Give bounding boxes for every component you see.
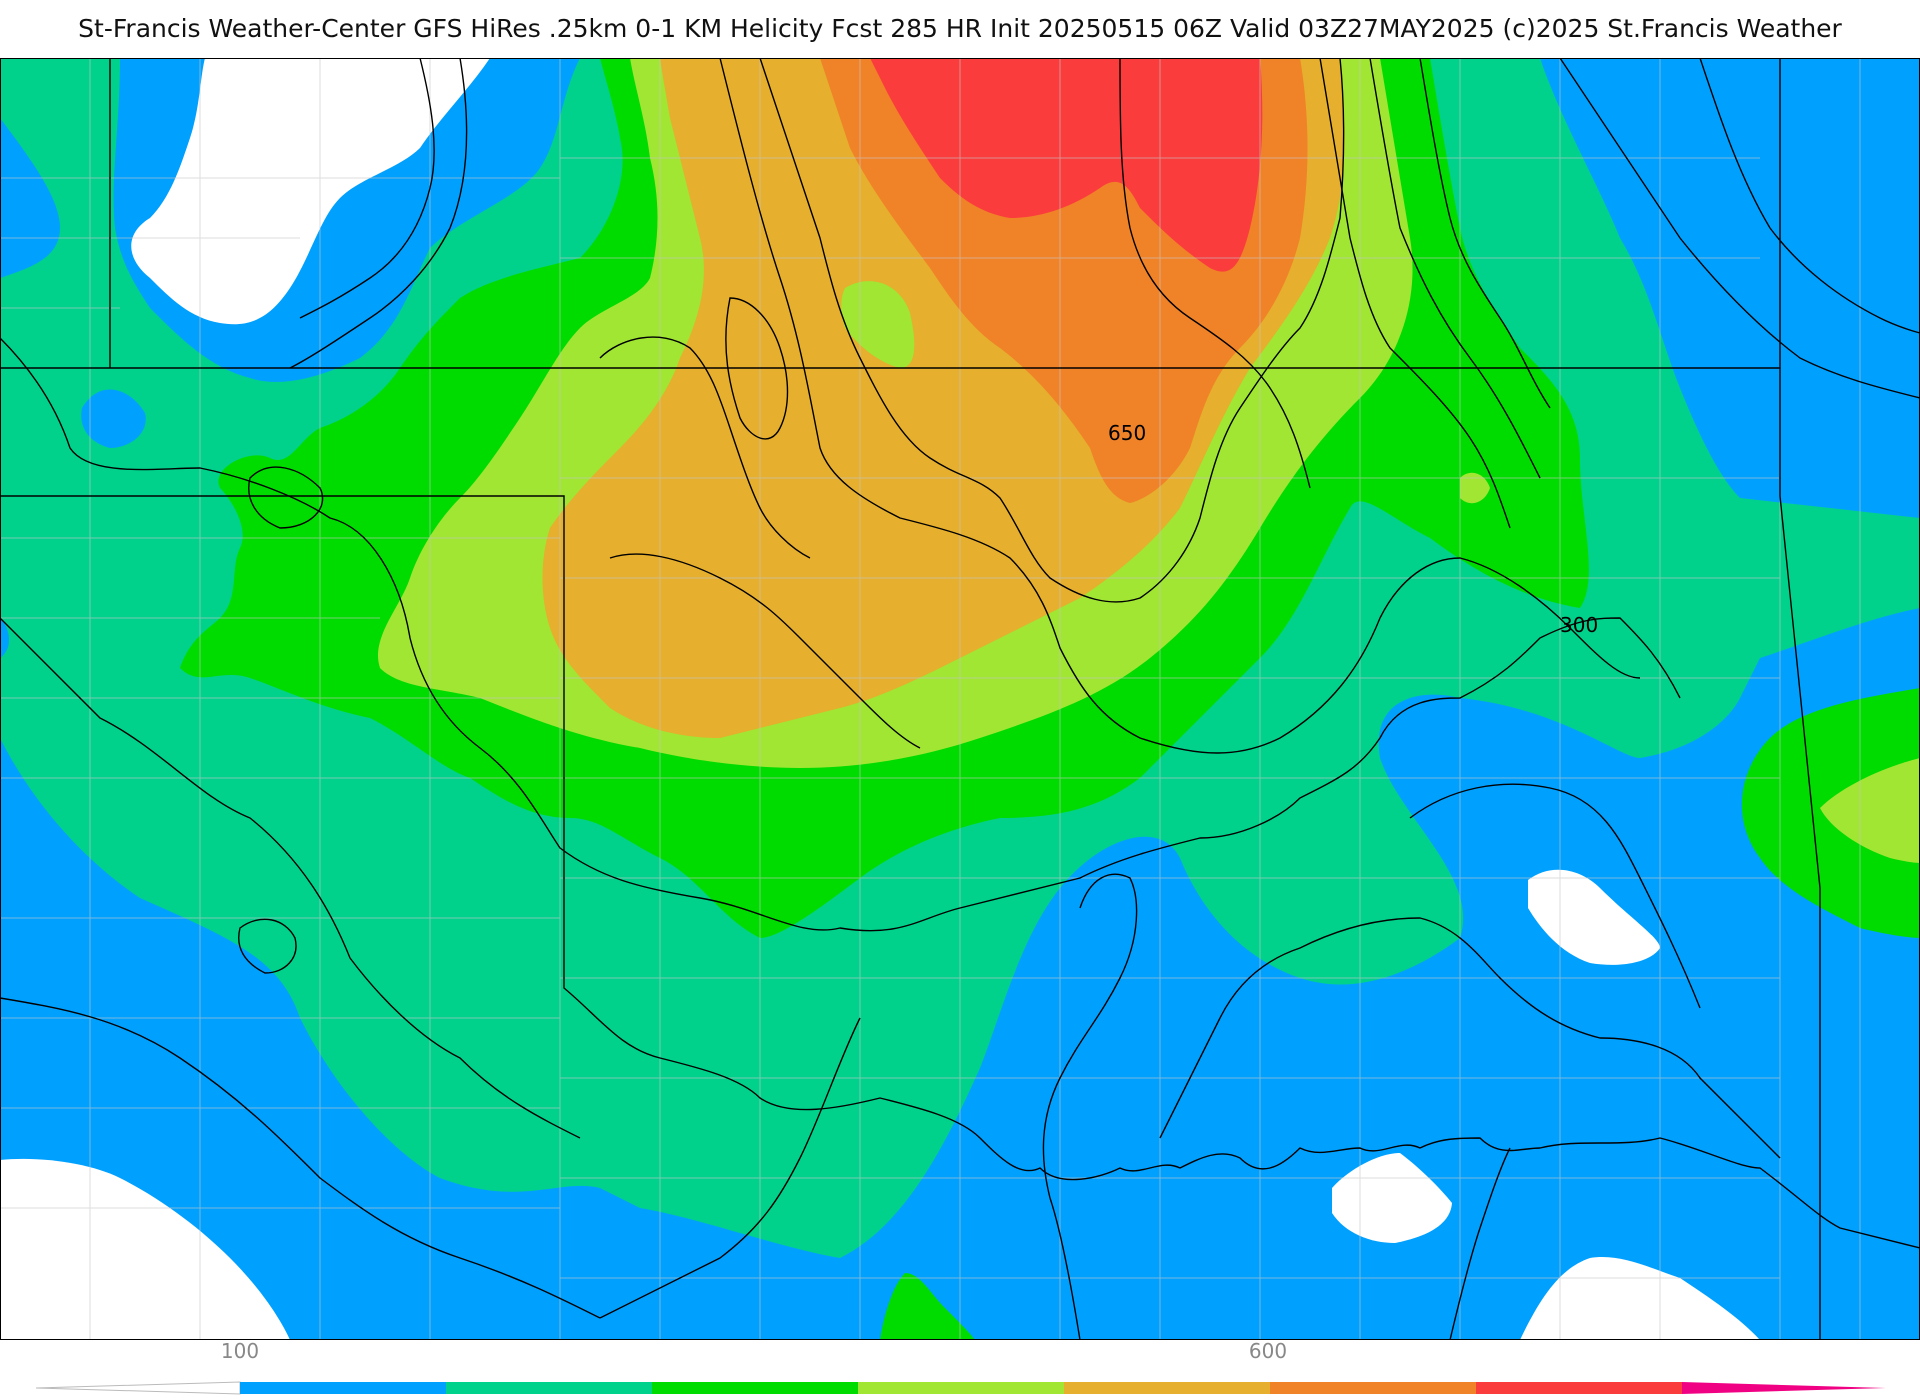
band-100-blob-small [0,618,10,658]
helicity-map: 650 300 [0,58,1920,1340]
state-borders [0,58,1920,1340]
contour-label-650: 650 [1108,421,1146,445]
colorbar-band-600 [1270,1382,1476,1394]
band-100-region-south [0,58,1920,1340]
band-100-blob-west [81,389,146,448]
band-400-east-blob [1820,758,1920,863]
colorbar: 100 600 [35,1340,1886,1395]
under-100-south-blob [1332,1153,1452,1243]
colorbar-band-300 [652,1382,858,1394]
under-100-northwest [131,58,490,325]
under-100-southwest [0,1158,290,1340]
colorbar-band-200 [446,1382,652,1394]
colorbar-under-triangle [35,1381,241,1395]
county-lines [0,58,1861,1340]
colorbar-tick-label-100: 100 [221,1340,259,1363]
contour-lines [0,58,1920,1340]
colorbar-over-triangle [1682,1382,1886,1394]
colorbar-band-500 [1064,1382,1270,1394]
colorbar-band-700 [1476,1382,1682,1394]
contour-label-300: 300 [1560,613,1598,637]
under-100-east-blob [1528,869,1660,965]
band-400-small-blob [1460,472,1490,504]
colorbar-tick-label-600: 600 [1249,1340,1287,1363]
band-300-south-blob [880,1273,975,1340]
colorbar-band-100 [240,1382,446,1394]
map-title: St-Francis Weather-Center GFS HiRes .25k… [78,14,1842,43]
colorbar-band-400 [858,1382,1064,1394]
band-700-region [870,58,1263,272]
